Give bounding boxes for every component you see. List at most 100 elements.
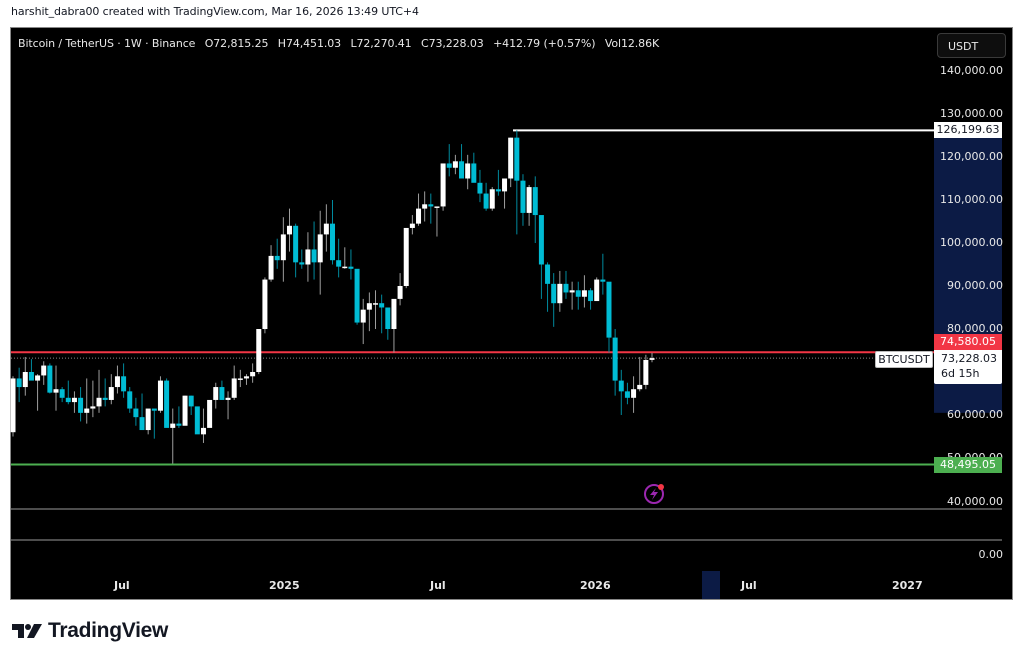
candle-body xyxy=(409,223,415,228)
candle-body xyxy=(342,266,348,269)
candle-body xyxy=(90,406,96,409)
candle-body xyxy=(569,290,575,293)
candle-body xyxy=(477,182,483,194)
candle-body xyxy=(520,180,526,213)
candle-body xyxy=(164,380,170,428)
candle-body xyxy=(280,234,286,261)
currency-unit-button[interactable]: USDT xyxy=(937,33,1006,58)
candle-body xyxy=(323,223,329,235)
candle-body xyxy=(293,225,299,263)
candle-body xyxy=(649,358,655,360)
candle-body xyxy=(434,206,440,208)
candle-body xyxy=(495,189,501,192)
candle-body xyxy=(489,189,495,209)
attribution-text: harshit_dabra00 created with TradingView… xyxy=(11,5,419,18)
candle-body xyxy=(624,391,630,398)
time-label-2025: 2025 xyxy=(269,579,300,592)
candle-body xyxy=(446,163,452,168)
candle-body xyxy=(225,397,231,400)
symbol-label-tag: BTCUSDT xyxy=(875,351,933,368)
candle-body xyxy=(243,376,249,379)
candle-body xyxy=(262,279,268,329)
candle-body xyxy=(10,378,16,433)
candle-body xyxy=(459,161,465,179)
candle-body xyxy=(35,375,41,381)
symbol-title[interactable]: Bitcoin / TetherUS · 1W · Binance xyxy=(18,37,196,50)
time-label-jul-2026: Jul xyxy=(741,579,757,592)
price-axis-label: 140,000.00 xyxy=(940,64,1003,77)
candle-body xyxy=(440,163,446,207)
candle-body xyxy=(145,408,151,431)
candle-body xyxy=(121,376,127,392)
candle-body xyxy=(311,249,317,263)
candle-body xyxy=(557,283,563,304)
candle-body xyxy=(391,298,397,329)
candle-body xyxy=(170,423,176,428)
candle-body xyxy=(588,290,594,302)
candle-body xyxy=(127,391,133,409)
legend-change: +412.79 (+0.57%) xyxy=(493,37,596,50)
candle-body xyxy=(151,408,157,411)
candle-body xyxy=(200,427,206,435)
candle-body xyxy=(188,395,194,407)
candle-body xyxy=(612,337,618,381)
alert-lightning-icon[interactable] xyxy=(644,484,664,504)
candle-body xyxy=(452,161,458,168)
candle-body xyxy=(114,376,120,388)
candle-body xyxy=(22,372,28,388)
candle-body xyxy=(16,378,22,388)
price-axis-label: 90,000.00 xyxy=(947,279,1003,292)
candle-body xyxy=(96,397,102,407)
candle-body xyxy=(102,397,108,400)
time-label-2026: 2026 xyxy=(580,579,611,592)
candle-body xyxy=(416,208,422,224)
candle-body xyxy=(618,380,624,392)
ath-price-tag: 126,199.63 xyxy=(934,122,1002,138)
candle-body xyxy=(108,387,114,400)
candle-body xyxy=(299,262,305,265)
candle-body xyxy=(643,359,649,385)
candle-body xyxy=(532,187,538,216)
candle-body xyxy=(403,227,409,286)
candle-body xyxy=(385,307,391,329)
candle-body xyxy=(594,279,600,302)
candle-body xyxy=(65,397,71,403)
candle-body xyxy=(274,255,280,261)
candle-body xyxy=(360,309,366,323)
candle-body xyxy=(268,255,274,280)
legend-high: H74,451.03 xyxy=(277,37,342,50)
candle-body xyxy=(637,384,643,390)
candle-body xyxy=(422,204,428,209)
resistance-price-tag: 74,580.05 xyxy=(934,334,1002,350)
candle-body xyxy=(157,380,163,411)
tradingview-logo[interactable]: TradingView xyxy=(12,619,168,643)
candle-body xyxy=(373,303,379,305)
candle-body xyxy=(397,286,403,299)
candle-body xyxy=(348,266,354,269)
candle-body xyxy=(47,365,53,393)
time-label-jul-2025: Jul xyxy=(430,579,446,592)
candle-body xyxy=(575,290,581,297)
candle-body xyxy=(551,283,557,304)
legend-low: L72,270.41 xyxy=(350,37,412,50)
candle-body xyxy=(538,215,544,265)
candle-body xyxy=(465,163,471,179)
legend-open: O72,815.25 xyxy=(204,37,269,50)
candle-body xyxy=(428,204,434,207)
candle-body xyxy=(28,372,34,381)
time-range-highlight xyxy=(702,571,720,599)
candle-body xyxy=(581,290,587,297)
price-axis-label: 100,000.00 xyxy=(940,236,1003,249)
candle-body xyxy=(502,178,508,192)
last-price-value: 73,228.03 xyxy=(941,352,997,365)
candle-body xyxy=(354,268,360,323)
candle-body xyxy=(330,223,335,261)
bar-countdown: 6d 15h xyxy=(941,367,980,380)
candle-body xyxy=(483,193,489,209)
candle-body xyxy=(182,395,188,426)
chart-container[interactable] xyxy=(10,27,1013,600)
candle-body xyxy=(78,397,84,413)
candle-body xyxy=(231,378,237,398)
candle-body xyxy=(176,423,182,426)
